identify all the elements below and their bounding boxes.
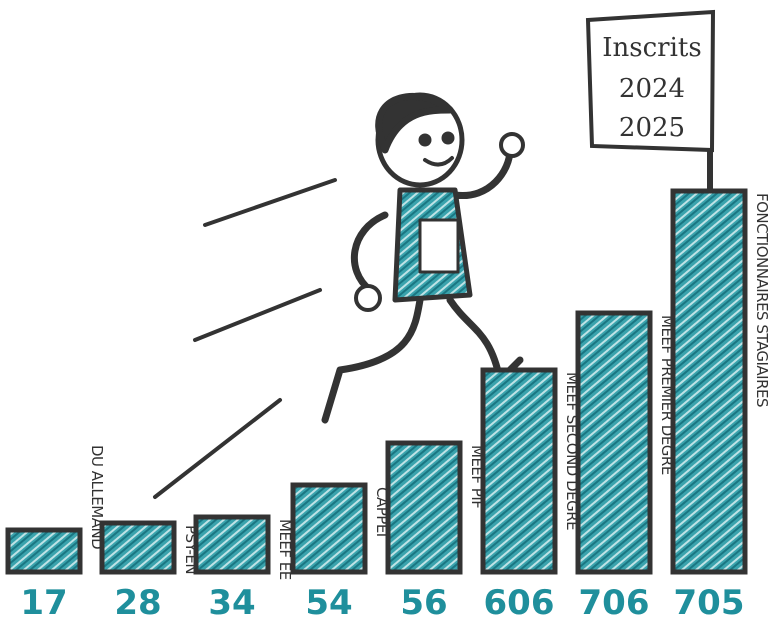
step-bar <box>385 440 463 575</box>
step-bar <box>193 514 271 575</box>
step-bar <box>670 188 748 575</box>
flag: Inscrits 2024 2025 <box>585 9 716 192</box>
step-value: 606 <box>484 583 555 617</box>
step-bar <box>480 367 558 575</box>
step-bar <box>5 527 83 575</box>
step-bar <box>575 310 653 575</box>
step-value: 54 <box>305 583 352 617</box>
step-value: 34 <box>208 583 255 617</box>
runner <box>321 92 525 424</box>
step-value: 28 <box>114 583 161 617</box>
step-bar <box>290 482 368 575</box>
step-value: 705 <box>674 583 745 617</box>
flag-cloth <box>585 9 716 153</box>
flag-text: 2024 <box>619 74 685 104</box>
step-bar <box>99 520 177 575</box>
step-label: FONCTIONNAIRES STAGIAIRES <box>753 193 769 407</box>
step-value: 17 <box>20 583 67 617</box>
speed-lines <box>153 178 337 499</box>
step-label: MEEF EE <box>276 519 294 580</box>
step-value: 56 <box>400 583 447 617</box>
flag-text: 2025 <box>619 113 685 143</box>
step-value: 706 <box>579 583 650 617</box>
flag-text: Inscrits <box>602 33 701 63</box>
